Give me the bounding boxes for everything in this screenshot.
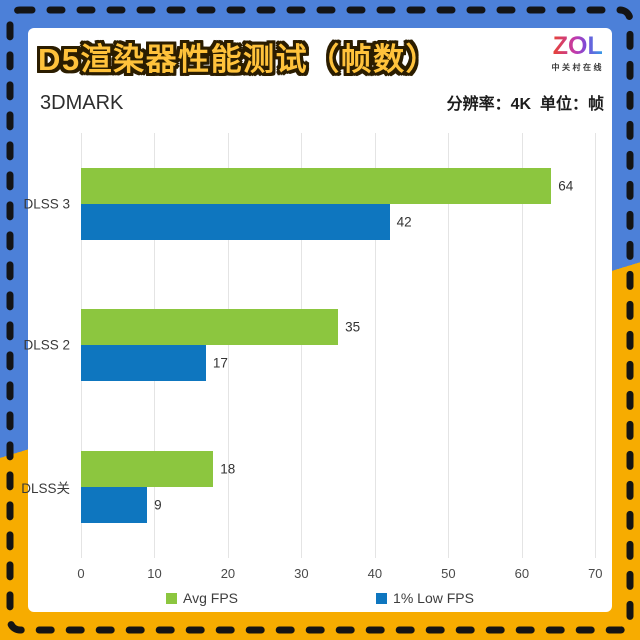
value-label: 17: [212, 355, 228, 371]
bar-group-DLSS 2: DLSS 2 35 17: [23, 275, 610, 417]
x-tick-10: 10: [147, 566, 162, 581]
legend-item-avg-fps: Avg FPS: [166, 590, 238, 606]
resolution-unit-label: 分辨率：4K 单位：帧: [446, 96, 604, 113]
x-tick-70: 70: [588, 566, 603, 581]
legend-item-1-low-fps: 1% Low FPS: [376, 590, 474, 606]
content-card: D5渲染器性能测试（帧数） ZOL 中关村在线 3DMARK 分辨率：4K 单位…: [21, 28, 612, 612]
x-axis: 0 10 20 30 40 50 60 70: [77, 566, 610, 582]
category-label: DLSS 2: [23, 337, 70, 353]
plot-area: DLSS 3 64 42 DLSS 2 35 17 DLSS关 18 9: [21, 133, 610, 558]
bar-group-DLSS 3: DLSS 3 64 42: [23, 133, 610, 275]
x-tick-20: 20: [220, 566, 236, 581]
legend-label: 1% Low FPS: [393, 590, 474, 606]
gridline-30: [301, 133, 303, 558]
legend-swatch: [376, 592, 388, 604]
x-tick-40: 40: [367, 566, 383, 581]
bar-avg-fps-2: 18: [81, 451, 235, 488]
legend-label: Avg FPS: [183, 590, 239, 606]
zol-logo-text: ZOL: [552, 32, 603, 60]
gridline-70: [595, 133, 597, 558]
gridline-60: [521, 133, 523, 558]
category-label: DLSS关: [21, 481, 70, 497]
x-tick-60: 60: [514, 566, 530, 581]
value-label: 18: [220, 461, 236, 477]
value-label: 9: [154, 497, 162, 513]
zol-logo-subtext: 中关村在线: [551, 63, 604, 72]
chart-legend: Avg FPS 1% Low FPS: [28, 590, 612, 606]
x-tick-0: 0: [77, 566, 85, 581]
bar-avg-fps-1: 35: [81, 309, 360, 346]
value-label: 42: [396, 214, 412, 230]
bar-avg-fps-0: 64: [81, 167, 573, 204]
page-title: D5渲染器性能测试（帧数）: [38, 42, 439, 77]
benchmark-label: 3DMARK: [40, 92, 124, 114]
bar-1-low-fps-0: 42: [81, 203, 412, 240]
chart-subheader: 3DMARK 分辨率：4K 单位：帧: [40, 90, 604, 115]
legend-swatch: [166, 592, 178, 604]
x-tick-30: 30: [294, 566, 309, 581]
value-label: 64: [558, 178, 574, 194]
bar-group-DLSS关: DLSS关 18 9: [21, 416, 610, 558]
bar-1-low-fps-2: 9: [81, 487, 162, 524]
gridline-50: [448, 133, 450, 558]
gridline-40: [374, 133, 376, 558]
bar-chart: DLSS 3 64 42 DLSS 2 35 17 DLSS关 18 9 0 10 20 30 40 50…: [21, 133, 610, 581]
bar-1-low-fps-1: 17: [81, 345, 228, 382]
category-label: DLSS 3: [23, 196, 70, 212]
x-tick-50: 50: [441, 566, 456, 581]
zol-logo: ZOL 中关村在线: [552, 34, 605, 73]
value-label: 35: [345, 319, 361, 335]
gridline-20: [227, 133, 229, 558]
